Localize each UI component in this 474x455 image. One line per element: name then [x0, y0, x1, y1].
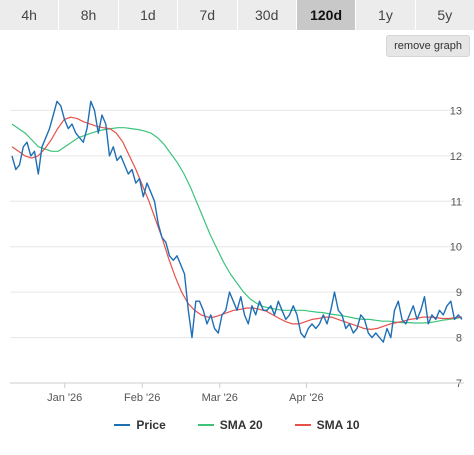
legend-swatch-sma10	[294, 424, 311, 426]
tab-7d[interactable]: 7d	[178, 0, 238, 30]
legend-swatch-sma20	[197, 424, 214, 426]
tab-4h[interactable]: 4h	[0, 0, 60, 30]
y-tick-label: 12	[450, 151, 462, 163]
timeframe-tabs: 4h 8h 1d 7d 30d 120d 1y 5y	[0, 0, 474, 30]
y-tick-label: 13	[450, 105, 462, 117]
series-line-price	[11, 100, 463, 343]
series-line-sma-10	[11, 116, 463, 330]
x-tick-label: Mar '26	[202, 392, 238, 404]
tab-8h[interactable]: 8h	[59, 0, 119, 30]
legend-swatch-price	[114, 424, 131, 426]
series-line-sma-20	[11, 123, 463, 324]
legend-label-price: Price	[136, 418, 166, 432]
legend-item-sma10[interactable]: SMA 10	[294, 418, 360, 432]
legend-label-sma20: SMA 20	[219, 418, 263, 432]
y-tick-label: 11	[451, 196, 462, 208]
legend-item-sma20[interactable]: SMA 20	[197, 418, 263, 432]
y-tick-label: 10	[450, 242, 462, 254]
tab-1d[interactable]: 1d	[118, 0, 179, 30]
x-tick-label: Apr '26	[289, 392, 324, 404]
price-chart: 7 8 9 10 11 12 13 Jan '26 Feb '26 Mar '26 Apr '26	[10, 100, 464, 404]
y-tick-label: 8	[456, 333, 462, 345]
remove-graph-button[interactable]: remove graph	[386, 35, 470, 57]
legend-item-price[interactable]: Price	[114, 418, 166, 432]
legend-label-sma10: SMA 10	[316, 418, 360, 432]
tab-30d[interactable]: 30d	[237, 0, 297, 30]
tab-1y[interactable]: 1y	[356, 0, 416, 30]
chart-legend: Price SMA 20 SMA 10	[0, 418, 474, 432]
tab-5y[interactable]: 5y	[415, 0, 474, 30]
x-tick-label: Jan '26	[47, 392, 82, 404]
y-tick-label: 7	[456, 378, 462, 390]
y-tick-label: 9	[456, 287, 462, 299]
tab-120d[interactable]: 120d	[296, 0, 357, 30]
x-tick-label: Feb '26	[124, 392, 160, 404]
